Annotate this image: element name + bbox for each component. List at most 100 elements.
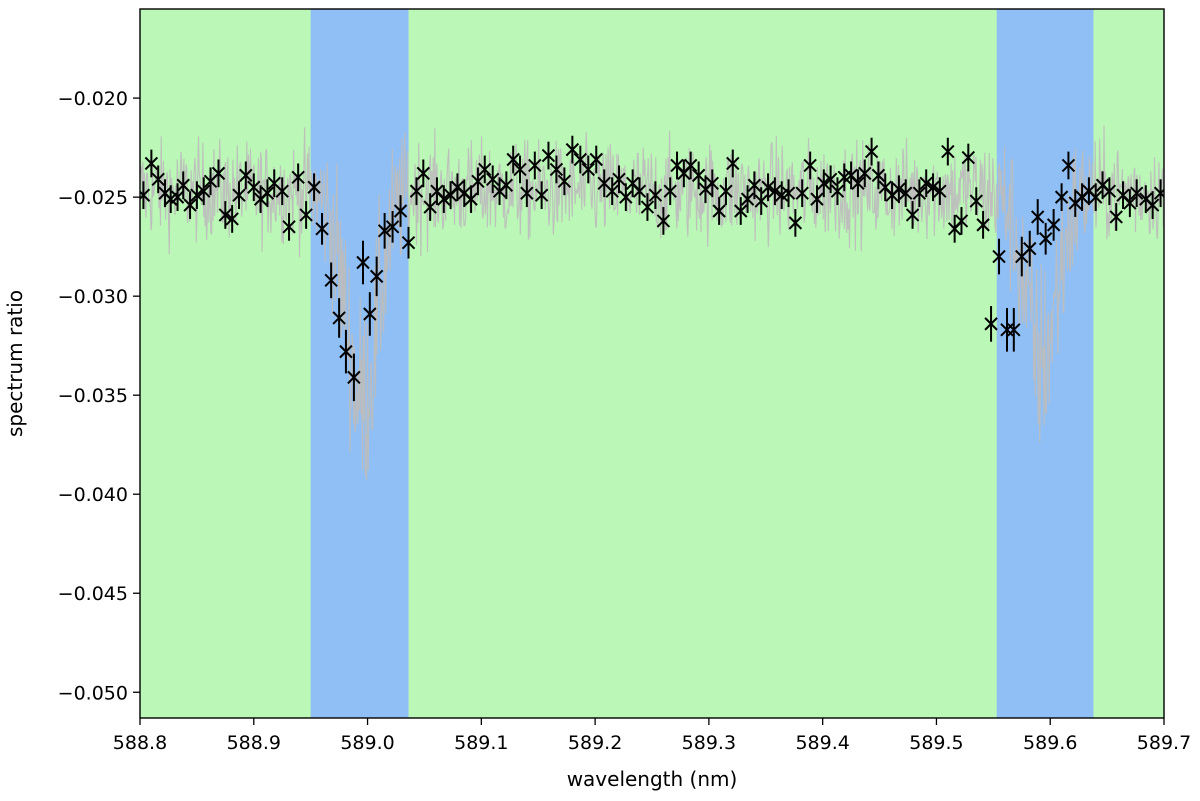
data-point (211, 159, 226, 188)
point-marker-stroke (541, 148, 556, 163)
point-marker-stroke (457, 186, 471, 200)
point-marker-stroke (307, 180, 321, 194)
point-marker-stroke (992, 249, 1006, 264)
point-marker-stroke (324, 273, 338, 288)
point-marker-stroke (299, 208, 313, 222)
point-marker-stroke (1054, 190, 1069, 204)
data-point (260, 179, 275, 208)
point-marker-stroke (385, 220, 400, 234)
data-point (1145, 191, 1160, 219)
data-point (151, 165, 165, 194)
point-marker-stroke (267, 176, 281, 190)
point-marker-stroke (581, 162, 595, 177)
data-point (781, 179, 796, 208)
point-marker-stroke (239, 168, 253, 183)
point-marker-stroke (197, 184, 211, 198)
point-marker-stroke (878, 180, 892, 194)
data-point (683, 151, 698, 180)
data-point (992, 238, 1006, 275)
point-marker-stroke (941, 144, 955, 159)
data-point (393, 195, 408, 227)
point-marker-stroke (275, 184, 289, 198)
data-point (499, 171, 514, 200)
point-marker-stroke (892, 182, 906, 196)
data-point (377, 212, 392, 249)
data-point (1038, 222, 1053, 255)
point-marker-stroke (670, 158, 684, 173)
data-point (858, 159, 872, 188)
data-point (232, 181, 246, 210)
data-point (1023, 230, 1037, 267)
data-point (747, 171, 762, 200)
point-marker-stroke (919, 176, 933, 190)
point-marker-stroke (565, 142, 580, 157)
data-point (640, 193, 655, 221)
point-marker-stroke (605, 184, 619, 198)
point-marker-stroke (557, 174, 572, 189)
data-point (1153, 179, 1164, 208)
point-marker-stroke (632, 184, 647, 198)
plot-frame (139, 8, 1165, 719)
point-marker-stroke (437, 192, 451, 206)
point-marker-stroke (1082, 184, 1096, 198)
point-marker-stroke (589, 152, 603, 167)
point-marker-stroke (393, 204, 408, 218)
point-marker-stroke (926, 180, 940, 194)
point-marker-stroke (871, 168, 886, 183)
point-marker-stroke (247, 180, 261, 194)
data-point (1030, 199, 1045, 235)
y-axis: −0.020 −0.025 −0.030 −0.035 −0.040 −0.045 −0.0… (58, 88, 140, 704)
point-marker-stroke (1038, 232, 1053, 246)
point-marker-stroke (705, 176, 720, 190)
point-marker-stroke (513, 162, 527, 177)
point-marker-stroke (401, 235, 416, 250)
x-tick-label: 589.4 (795, 732, 849, 754)
point-marker-stroke (830, 184, 845, 198)
data-point (619, 183, 633, 212)
data-point (705, 169, 720, 198)
point-marker-stroke (260, 186, 275, 200)
data-point (851, 169, 865, 198)
point-marker-stroke (761, 180, 775, 194)
point-marker-stroke (339, 344, 353, 359)
data-point (486, 165, 500, 194)
data-point (1046, 209, 1061, 241)
data-point (416, 159, 431, 188)
data-point (871, 161, 886, 190)
point-marker-stroke (409, 184, 424, 198)
data-point (976, 211, 990, 239)
data-point (969, 187, 983, 215)
point-marker-stroke (691, 168, 706, 183)
data-point (961, 143, 976, 172)
point-marker-stroke (423, 200, 437, 214)
point-marker-stroke (747, 178, 762, 192)
data-point (656, 207, 671, 235)
point-marker-stroke (619, 190, 633, 204)
data-point (144, 149, 159, 178)
point-marker-stroke (315, 222, 329, 236)
data-point (275, 177, 289, 206)
data-point (409, 177, 424, 206)
data-point (347, 353, 361, 402)
point-marker-stroke (683, 158, 698, 173)
data-point (954, 207, 969, 235)
point-marker-stroke (625, 176, 640, 190)
data-point (506, 145, 520, 174)
point-marker-stroke (363, 307, 377, 321)
x-tick-label: 589.5 (909, 732, 963, 754)
y-tick-label: −0.040 (58, 484, 128, 506)
y-tick-label: −0.035 (58, 385, 128, 407)
y-axis-label: spectrum ratio (3, 290, 27, 437)
point-marker-stroke (144, 156, 159, 171)
data-point (369, 256, 384, 297)
data-point (1123, 189, 1137, 217)
data-point (754, 187, 768, 215)
data-point (761, 173, 775, 202)
point-marker-stroke (430, 184, 444, 198)
point-marker-stroke (712, 204, 726, 218)
point-marker-stroke (851, 176, 865, 190)
x-tick-label: 589.3 (682, 732, 736, 754)
point-marker-stroke (640, 200, 655, 214)
point-marker-stroke (648, 188, 663, 202)
data-point (1109, 203, 1123, 231)
